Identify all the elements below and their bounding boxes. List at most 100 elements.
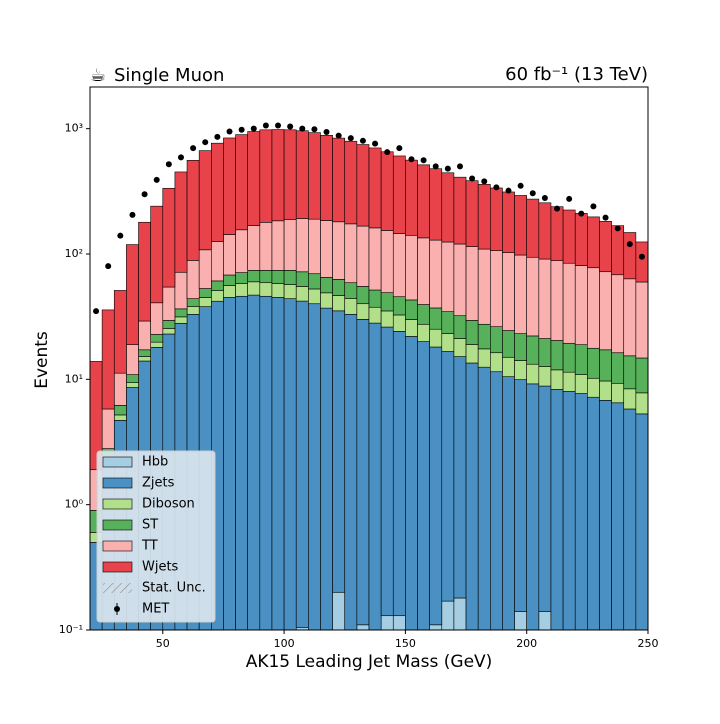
bar-segment	[332, 310, 346, 593]
chart-subtitle: 60 fb⁻¹ (13 TeV)	[505, 64, 648, 85]
data-point	[456, 163, 463, 170]
bar-segment	[599, 221, 612, 273]
bar-segment	[198, 288, 212, 298]
bar-segment	[150, 341, 164, 348]
bar-segment	[247, 294, 261, 630]
bar-segment	[502, 252, 515, 331]
bar-segment	[259, 129, 273, 223]
bar-segment	[635, 413, 648, 630]
bar-segment	[441, 311, 455, 334]
bar-segment	[211, 241, 224, 282]
bar-segment	[186, 260, 200, 299]
bar-segment	[635, 241, 648, 283]
bar-segment	[599, 400, 612, 630]
bar-segment	[477, 184, 491, 250]
bar-segment	[235, 229, 248, 273]
bar-segment	[502, 330, 515, 358]
bar-segment	[538, 611, 552, 630]
data-point	[554, 205, 561, 212]
bar-segment	[623, 408, 637, 630]
bar-segment	[113, 414, 127, 421]
bar-segment	[562, 209, 576, 264]
bar-segment	[429, 328, 443, 348]
bar-segment	[308, 218, 321, 275]
bar-segment	[417, 164, 430, 239]
data-point	[202, 139, 209, 146]
data-point	[541, 194, 548, 201]
bar-segment	[380, 615, 394, 630]
legend-swatch	[102, 498, 133, 510]
bar-segment	[490, 187, 503, 251]
bar-segment	[380, 151, 394, 231]
bar-segment	[356, 624, 370, 630]
bar-segment	[283, 270, 297, 285]
bar-segment	[332, 221, 346, 280]
bar-segment	[417, 237, 430, 305]
bar-segment	[526, 256, 540, 337]
data-point	[238, 126, 245, 133]
bar-segment	[247, 270, 261, 283]
bar-segment	[113, 405, 127, 416]
bar-segment	[405, 336, 418, 630]
bar-segment	[538, 366, 552, 387]
bar-segment	[368, 227, 382, 291]
bar-segment	[429, 168, 443, 241]
bar-segment	[453, 315, 467, 339]
bar-segment	[587, 377, 600, 398]
bar-segment	[295, 300, 309, 628]
bar-segment	[502, 191, 515, 253]
bar-segment	[477, 348, 491, 368]
bar-segment	[174, 171, 188, 273]
bar-segment	[562, 342, 576, 373]
data-point	[372, 140, 379, 147]
bar-segment	[392, 331, 406, 617]
bar-segment	[271, 283, 285, 298]
plot-area	[90, 122, 648, 630]
data-point	[250, 125, 257, 132]
bar-segment	[356, 319, 370, 626]
bar-segment	[635, 392, 648, 415]
bar-segment	[174, 308, 188, 318]
bar-segment	[126, 244, 139, 345]
bar-segment	[320, 292, 333, 309]
bar-segment	[465, 180, 479, 247]
bar-segment	[356, 286, 370, 305]
legend-label: Zjets	[142, 476, 175, 491]
data-point	[299, 125, 306, 132]
legend-label: Wjets	[142, 560, 179, 575]
data-point	[190, 145, 197, 152]
bar-segment	[344, 298, 358, 315]
bar-segment	[162, 320, 176, 329]
bar-segment	[162, 328, 176, 335]
legend-label: Stat. Unc.	[142, 581, 206, 596]
bar-segment	[490, 250, 503, 327]
bar-segment	[574, 213, 588, 266]
bar-segment	[453, 356, 467, 599]
bar-segment	[320, 135, 333, 221]
bar-segment	[635, 357, 648, 394]
bar-segment	[198, 249, 212, 289]
bar-segment	[611, 274, 625, 354]
data-point	[105, 263, 112, 270]
legend: Hbb Zjets Diboson ST TT Wjets Stat. Unc. MET	[96, 450, 216, 623]
bar-segment	[465, 362, 479, 630]
bar-segment	[465, 246, 479, 321]
bar-segment	[320, 220, 333, 278]
bar-segment	[599, 349, 612, 382]
bar-segment	[368, 147, 382, 229]
data-point	[626, 241, 633, 248]
bar-segment	[308, 288, 321, 305]
bar-segment	[295, 627, 309, 630]
bar-segment	[490, 371, 503, 630]
bar-segment	[259, 282, 273, 297]
data-point	[396, 145, 403, 152]
bar-segment	[368, 322, 382, 630]
bar-segment	[126, 382, 139, 388]
bar-segment	[211, 290, 224, 302]
bar-segment	[465, 320, 479, 345]
legend-label: Hbb	[142, 455, 168, 470]
bar-segment	[90, 361, 103, 471]
bar-segment	[271, 297, 285, 630]
bar-segment	[235, 134, 248, 231]
bar-segment	[235, 283, 248, 297]
